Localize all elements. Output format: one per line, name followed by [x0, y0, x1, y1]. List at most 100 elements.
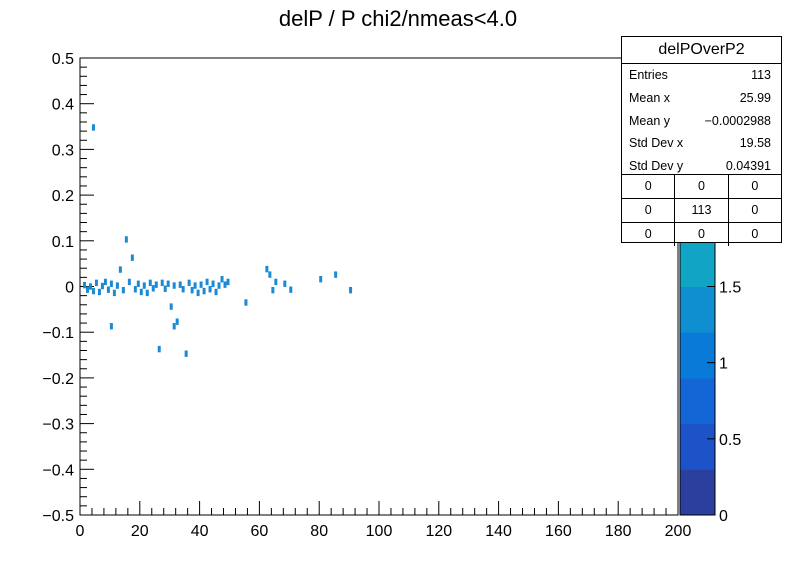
histogram-bin	[187, 279, 191, 287]
x-tick-label: 180	[605, 523, 632, 540]
histogram-bin	[163, 285, 167, 292]
histogram-bin	[196, 289, 200, 297]
histogram-bin	[103, 278, 107, 286]
histogram-bin	[82, 281, 86, 289]
histogram-bin	[85, 286, 89, 293]
histogram-bin	[91, 287, 95, 295]
histogram-bin	[109, 280, 113, 287]
histogram-bin	[151, 285, 155, 292]
histogram-bin	[118, 266, 122, 273]
stats-label: Mean x	[629, 90, 670, 105]
histogram-bin	[214, 288, 218, 296]
histogram-bin	[133, 286, 137, 293]
y-tick-label: −0.4	[42, 462, 74, 479]
histogram-bin	[178, 281, 182, 288]
histogram-bin	[148, 279, 152, 287]
y-tick-label: −0.2	[42, 371, 74, 388]
stats-value: −0.0002988	[704, 113, 771, 128]
histogram-bin	[145, 289, 149, 297]
histogram-bin	[211, 280, 215, 287]
histogram-bin	[175, 318, 179, 325]
y-tick-label: 0	[65, 280, 74, 297]
histogram-bin	[289, 286, 293, 293]
y-tick-label: −0.3	[42, 417, 74, 434]
colorbar-band	[680, 332, 715, 379]
histogram-bin	[193, 282, 197, 289]
histogram-bin	[112, 289, 116, 297]
histogram-bin	[142, 282, 146, 289]
stats-label: Entries	[629, 68, 668, 82]
y-tick-label: −0.5	[42, 508, 74, 525]
histogram-bin	[217, 282, 221, 289]
stats-row-entries: Entries 113	[622, 64, 781, 87]
colorbar-tick-label: 0	[719, 508, 728, 525]
chart-title: delP / P chi2/nmeas<4.0	[278, 6, 518, 31]
x-tick-label: 120	[425, 523, 452, 540]
y-tick-label: 0.2	[52, 188, 74, 205]
histogram-bin	[223, 281, 227, 288]
y-tick-label: 0.5	[52, 51, 74, 68]
histogram-bin	[208, 286, 212, 293]
stats-grid-cell: 113	[675, 199, 729, 222]
histogram-bin	[319, 275, 323, 283]
stats-value: 0.04391	[725, 159, 771, 174]
stats-grid-cell: 0	[675, 223, 729, 246]
histogram-bin	[88, 283, 92, 290]
histogram-bin	[139, 288, 143, 296]
stats-row-stddev-y: Std Dev y 0.04391	[622, 155, 781, 178]
colorbar-band	[680, 469, 715, 516]
x-tick-label: 160	[545, 523, 572, 540]
stats-grid-cell: 0	[622, 199, 676, 222]
stats-grid-cell: 0	[751, 179, 759, 193]
stats-label: Mean y	[629, 113, 670, 128]
y-tick-label: 0.4	[52, 97, 74, 114]
stats-value: 113	[751, 68, 771, 82]
stats-grid-cell: 0	[622, 175, 676, 198]
histogram-bin	[169, 303, 173, 310]
stats-box: delPOverP2 Entries 113 Mean x 25.99 Mean…	[621, 36, 782, 246]
x-tick-label: 80	[310, 523, 328, 540]
stats-value: 25.99	[739, 90, 771, 105]
histogram-bin	[91, 124, 95, 131]
histogram-bin	[244, 299, 248, 306]
histogram-bin	[160, 279, 164, 287]
y-tick-label: 0.1	[52, 234, 74, 251]
colorbar-band	[680, 423, 715, 470]
histogram-bin	[268, 271, 272, 278]
x-tick-label: 60	[251, 523, 269, 540]
histogram-bin	[184, 350, 188, 357]
histogram-bin	[100, 282, 104, 290]
histogram-bin	[283, 280, 287, 287]
y-tick-label: −0.1	[42, 325, 74, 342]
stats-grid-cell: 0	[751, 227, 759, 241]
stats-row-mean-x: Mean x 25.99	[622, 87, 781, 110]
histogram-bin	[154, 281, 158, 288]
stats-grid-row: 0 0 0	[622, 222, 781, 246]
colorbar-tick-label: 0.5	[719, 432, 741, 449]
colorbar-band	[680, 286, 715, 333]
stats-value: 19.58	[739, 136, 771, 151]
histogram-bin	[205, 278, 209, 286]
histogram-bin	[94, 279, 98, 287]
histogram-bin	[172, 323, 176, 330]
stats-label: Std Dev x	[629, 136, 684, 151]
histogram-bin	[349, 286, 353, 294]
histogram-bin	[181, 286, 185, 293]
stats-grid-cell: 0	[675, 175, 729, 198]
histogram-bin	[271, 286, 275, 294]
colorbar-band	[680, 377, 715, 425]
histogram-bin	[265, 265, 269, 273]
histogram-bin	[157, 345, 161, 353]
stats-row-stddev-x: Std Dev x 19.58	[622, 132, 781, 155]
x-tick-label: 140	[485, 523, 512, 540]
stats-grid-row: 0 113 0	[622, 198, 781, 222]
histogram-bin	[127, 278, 131, 286]
histogram-bin	[199, 281, 203, 288]
x-tick-label: 100	[366, 523, 393, 540]
stats-grid-cell: 0	[622, 223, 676, 246]
histogram-bin	[226, 278, 230, 286]
colorbar-band	[680, 240, 715, 287]
histogram-bin	[106, 286, 110, 293]
histogram-bin	[130, 254, 134, 261]
stats-title: delPOverP2	[622, 37, 781, 64]
